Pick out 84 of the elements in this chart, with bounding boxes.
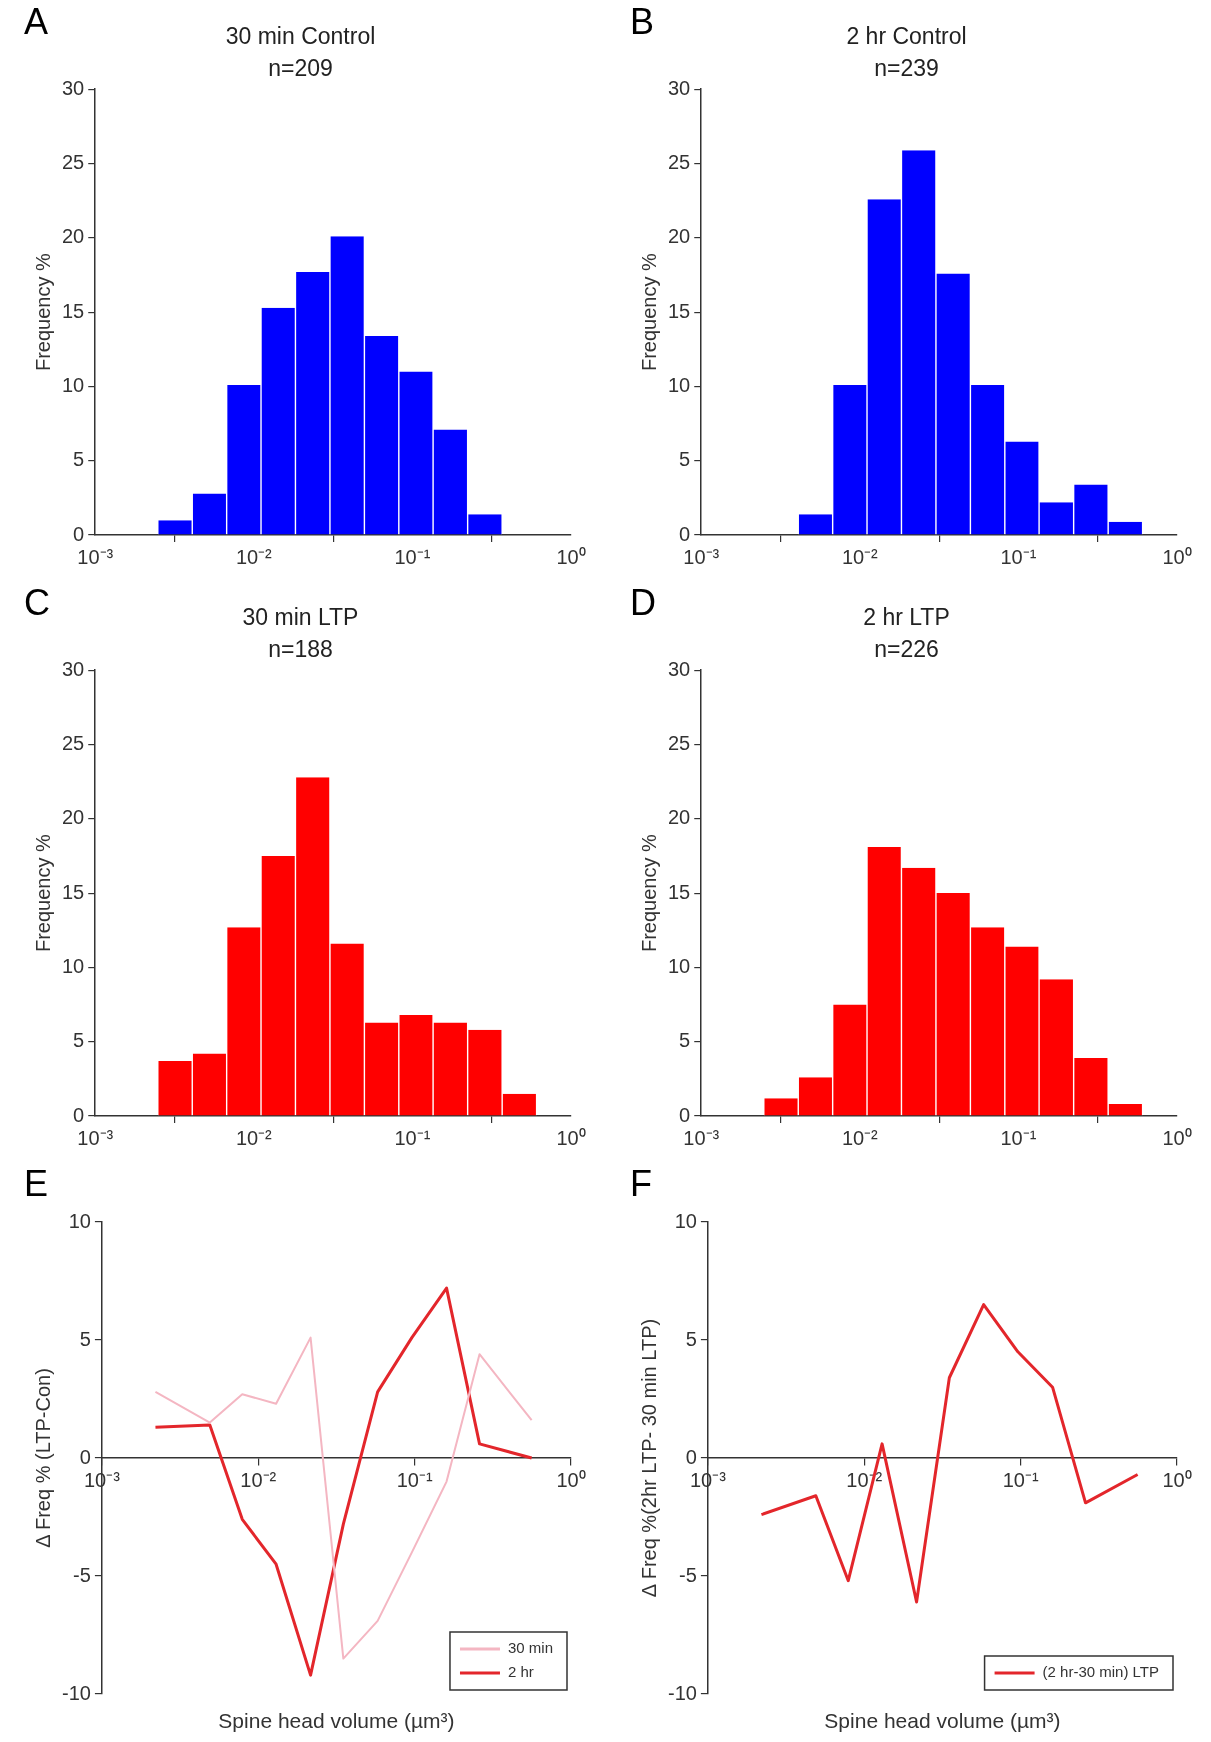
- x-tick-label: 10⁰: [1162, 545, 1192, 568]
- y-tick-label: 25: [62, 732, 85, 755]
- y-tick-label: -10: [62, 1681, 91, 1704]
- x-tick-label: 10⁻¹: [394, 1126, 431, 1149]
- y-tick-label: 0: [73, 1103, 85, 1126]
- legend-label: 2 hr: [507, 1663, 534, 1681]
- y-tick-label: 10: [62, 954, 85, 977]
- y-tick-label: 20: [62, 225, 85, 248]
- chart-subtitle: n=226: [874, 635, 939, 662]
- y-tick-label: 0: [79, 1445, 91, 1468]
- x-tick-label: 10⁰: [556, 1468, 586, 1491]
- y-tick-label: 20: [668, 225, 691, 248]
- y-tick-label: 0: [679, 1103, 691, 1126]
- text: A: [24, 0, 49, 42]
- x-tick-label: 10⁻¹: [1002, 1468, 1039, 1491]
- y-tick-label: 5: [679, 1029, 691, 1052]
- y-tick-label: 10: [62, 373, 85, 396]
- text: C: [24, 581, 50, 623]
- y-axis-title: Frequency %: [637, 252, 660, 372]
- y-tick-label: 5: [73, 448, 85, 471]
- y-axis-title: Δ Freq %(2hr LTP- 30 min LTP): [637, 1318, 660, 1598]
- text: F: [630, 1162, 652, 1204]
- y-tick-label: 0: [679, 522, 691, 545]
- y-axis-title: Frequency %: [637, 833, 660, 953]
- y-tick-label: 25: [668, 732, 691, 755]
- y-tick-label: 15: [668, 880, 691, 903]
- y-tick-label: 5: [679, 448, 691, 471]
- chart-subtitle: n=239: [874, 54, 939, 81]
- chart-title: 2 hr Control: [846, 23, 967, 50]
- x-tick-label: 10⁻²: [841, 545, 879, 568]
- x-tick-label: 10⁻³: [77, 1126, 114, 1149]
- x-tick-label: 10⁻¹: [396, 1468, 433, 1491]
- y-tick-label: 30: [62, 76, 85, 99]
- legend-label: 30 min: [507, 1639, 554, 1657]
- y-tick-label: 25: [668, 151, 691, 174]
- text: B: [630, 0, 655, 42]
- y-tick-label: 0: [73, 522, 85, 545]
- x-tick-label: 10⁻²: [235, 1126, 273, 1149]
- y-tick-label: 15: [62, 880, 85, 903]
- y-tick-label: 15: [62, 299, 85, 322]
- x-tick-label: 10⁰: [1162, 1126, 1192, 1149]
- x-tick-label: 10⁻¹: [394, 545, 431, 568]
- y-tick-label: 5: [685, 1327, 697, 1350]
- chart-subtitle: n=209: [268, 54, 333, 81]
- y-tick-label: 30: [668, 76, 691, 99]
- x-tick-label: 10⁻²: [240, 1468, 277, 1491]
- y-tick-label: 10: [668, 954, 691, 977]
- y-tick-label: -5: [679, 1563, 697, 1586]
- y-tick-label: 25: [62, 151, 85, 174]
- x-tick-label: 10⁻²: [235, 545, 273, 568]
- chart-subtitle: n=188: [268, 635, 333, 662]
- x-tick-label: 10⁻³: [683, 545, 720, 568]
- x-tick-label: 10⁻¹: [1000, 1126, 1037, 1149]
- x-tick-label: 10⁰: [556, 1126, 586, 1149]
- text: D: [630, 581, 656, 623]
- chart-title: 30 min Control: [225, 23, 376, 50]
- y-axis-title: Δ Freq % (LTP-Con): [31, 1368, 54, 1548]
- y-tick-label: 20: [668, 806, 691, 829]
- legend-label: (2 hr-30 min) LTP: [1042, 1663, 1159, 1681]
- y-tick-label: 10: [668, 373, 691, 396]
- y-axis-title: Frequency %: [31, 833, 54, 953]
- x-axis-title: Spine head volume (µm³): [824, 1709, 1061, 1733]
- chart-title: 2 hr LTP: [863, 604, 950, 631]
- x-tick-label: 10⁻³: [683, 1126, 720, 1149]
- x-tick-label: 10⁻²: [841, 1126, 879, 1149]
- y-tick-label: 15: [668, 299, 691, 322]
- y-tick-label: 30: [62, 657, 85, 680]
- text: E: [24, 1162, 49, 1204]
- chart-title: 30 min LTP: [242, 604, 359, 631]
- y-tick-label: 10: [674, 1209, 697, 1232]
- x-tick-label: 10⁰: [1162, 1468, 1192, 1491]
- y-tick-label: 30: [668, 657, 691, 680]
- x-tick-label: 10⁻¹: [1000, 545, 1037, 568]
- y-tick-label: 5: [79, 1327, 91, 1350]
- y-tick-label: 5: [73, 1029, 85, 1052]
- y-axis-title: Frequency %: [31, 252, 54, 372]
- y-tick-label: 10: [68, 1209, 91, 1232]
- y-tick-label: -5: [73, 1563, 91, 1586]
- y-tick-label: -10: [668, 1681, 697, 1704]
- x-tick-label: 10⁰: [556, 545, 586, 568]
- x-axis-title: Spine head volume (µm³): [218, 1709, 455, 1733]
- y-tick-label: 20: [62, 806, 85, 829]
- x-tick-label: 10⁻³: [77, 545, 114, 568]
- y-tick-label: 0: [685, 1445, 697, 1468]
